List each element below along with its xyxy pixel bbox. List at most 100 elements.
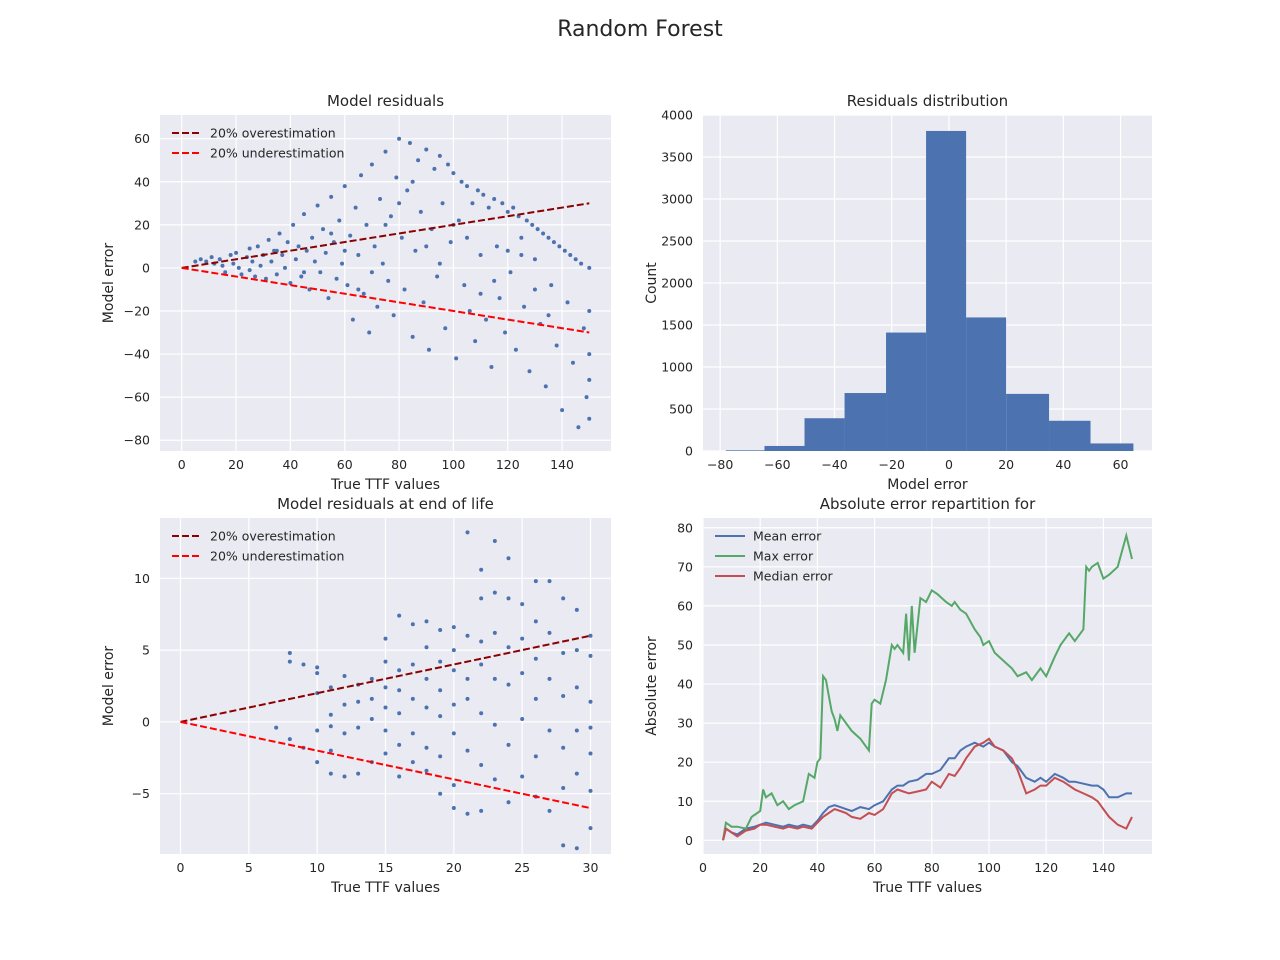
scatter-point [350,317,355,322]
scatter-point [250,259,255,264]
scatter-point [424,676,429,681]
scatter-point [533,656,538,661]
scatter-point [231,261,236,266]
scatter-point [239,272,244,277]
scatter-point [282,265,287,270]
y-axis-label: Absolute error [644,636,660,736]
scatter-point [440,201,445,206]
scatter-point [513,347,518,352]
scatter-point [342,702,347,707]
scatter-point [506,742,511,747]
scatter-point [451,806,456,811]
scatter-point [375,304,380,309]
scatter-point [280,253,285,257]
scatter-point [418,209,423,214]
scatter-point [565,300,570,305]
scatter-point [394,175,399,180]
y-tick-label: 4000 [661,108,693,123]
y-tick-label: 10 [134,571,150,586]
scatter-point [511,205,516,210]
scatter-point [421,300,426,305]
scatter-point [310,235,315,240]
scatter-point [451,668,456,673]
scatter-point [318,270,323,275]
scatter-point [547,808,552,813]
plot-area [703,518,1152,854]
scatter-point [356,287,361,292]
scatter-point [410,179,415,184]
scatter-point [397,688,402,693]
scatter-point [356,725,361,730]
y-tick-label: 70 [677,559,693,574]
scatter-point [198,257,203,262]
scatter-point [576,425,581,430]
chart-title: Residuals distribution [847,92,1008,110]
scatter-point [353,205,358,210]
scatter-point [588,725,593,730]
scatter-point [492,676,497,681]
scatter-point [481,192,486,197]
scatter-point [568,253,573,257]
scatter-point [506,645,511,650]
x-tick-label: 80 [924,860,940,875]
scatter-point [520,602,525,607]
y-tick-label: 1500 [661,318,693,333]
x-tick-label: −80 [707,457,733,472]
y-tick-label: 40 [134,174,150,189]
scatter-point [438,791,443,796]
scatter-point [506,800,511,805]
scatter-point [520,671,525,676]
scatter-point [299,274,304,279]
scatter-point [383,222,388,227]
scatter-point [465,676,470,681]
scatter-point [475,188,480,193]
scatter-point [315,760,320,765]
y-tick-label: 2500 [661,234,693,249]
scatter-point [209,255,214,260]
scatter-point [532,257,537,262]
scatter-point [588,751,593,756]
y-tick-label: 30 [677,716,693,731]
scatter-point [547,676,552,681]
scatter-point [287,659,292,664]
scatter-point [328,712,333,717]
x-tick-label: 140 [1091,860,1115,875]
scatter-point [587,416,592,421]
y-axis-label: Count [644,262,660,304]
x-tick-label: −60 [764,457,790,472]
scatter-point [486,205,491,210]
scatter-point [326,296,331,301]
scatter-point [489,365,494,369]
scatter-point [410,731,415,736]
x-tick-label: 120 [496,457,520,472]
scatter-point [465,184,470,189]
scatter-point [492,722,497,727]
scatter-point [269,259,274,264]
x-tick-label: 80 [391,457,407,472]
scatter-point [220,263,225,268]
x-tick-label: 120 [1034,860,1058,875]
scatter-point [342,184,347,189]
x-axis-label: True TTF values [330,880,440,896]
scatter-point [438,628,443,632]
chart-residuals: 0 20 40 60 80 100 120 140 −80 −60 −40 −20 0 20 40 60 Mod… [101,92,611,493]
scatter-point [293,257,298,262]
x-tick-label: −40 [821,457,847,472]
scatter-point [533,754,538,759]
series-line [181,202,590,269]
x-tick-label: 20 [998,457,1014,472]
y-tick-label: −20 [124,304,150,319]
x-tick-label: 100 [977,860,1001,875]
scatter-point [549,283,554,288]
scatter-point [356,771,361,776]
x-tick-label: 20 [228,457,244,472]
y-tick-label: 60 [677,598,693,613]
legend-label: 20% underestimation [210,146,344,161]
scatter-point [465,748,470,753]
scatter-point [340,261,345,266]
scatter-point [405,188,410,193]
x-tick-label: 60 [1113,457,1129,472]
scatter-point [587,377,592,382]
histogram-bar [725,450,765,451]
scatter-point [287,737,292,742]
